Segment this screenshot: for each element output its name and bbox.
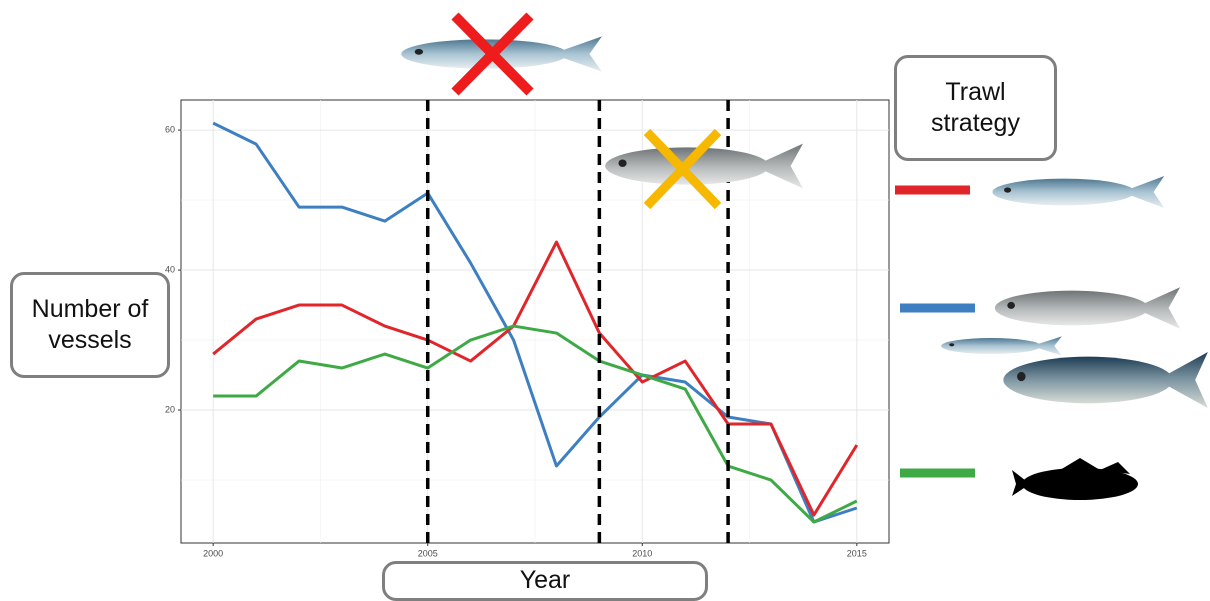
- x-tick-label: 2015: [847, 548, 867, 558]
- y-tick-label: 40: [165, 264, 175, 274]
- fish-icon: [992, 176, 1165, 208]
- y-tick-label: 60: [165, 124, 175, 134]
- x-tick-label: 2005: [418, 548, 438, 558]
- y-tick-label: 20: [165, 404, 175, 414]
- fish-icon: [1003, 352, 1208, 408]
- x-tick-label: 2000: [203, 548, 223, 558]
- cross: [451, 12, 534, 96]
- fish-icon: [994, 287, 1181, 329]
- cross: [643, 128, 722, 210]
- fish-icon: [941, 336, 1062, 356]
- y-axis-title: Number of vessels: [10, 272, 170, 378]
- data-line: [212, 121, 858, 524]
- legend-title: Trawl strategy: [894, 55, 1057, 161]
- data-line: [212, 240, 859, 517]
- x-axis-title: Year: [382, 561, 708, 601]
- data-line: [213, 324, 858, 524]
- fish-silhouette: [1012, 458, 1138, 500]
- x-tick-label: 2010: [632, 548, 652, 558]
